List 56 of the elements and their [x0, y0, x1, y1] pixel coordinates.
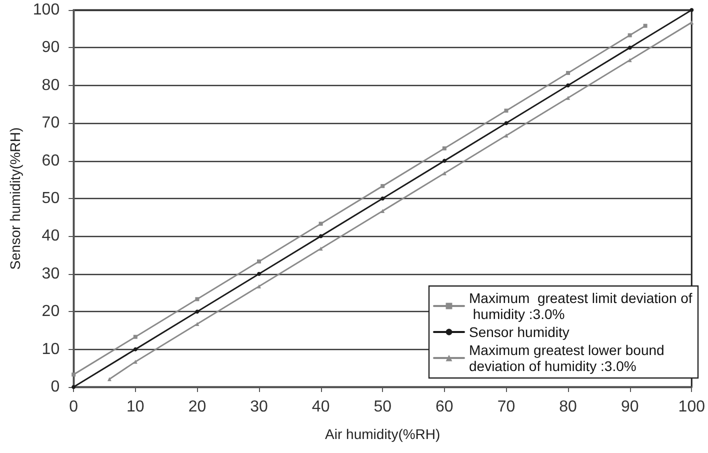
- point: [380, 208, 385, 213]
- point: [107, 377, 112, 382]
- y-tick-label: 90: [42, 39, 60, 56]
- x-tick-label: 20: [188, 398, 206, 416]
- point: [643, 24, 648, 28]
- point: [566, 70, 570, 75]
- point: [257, 259, 262, 264]
- point: [566, 83, 570, 88]
- y-tick-label: 20: [42, 303, 60, 320]
- legend-label: Maximum greatest lower bound deviation of humidity :3.0%: [469, 342, 668, 374]
- point: [318, 234, 323, 238]
- y-tick-label: 80: [42, 76, 60, 94]
- point: [195, 310, 200, 314]
- y-tick-label: 30: [42, 265, 60, 282]
- y-axis-title: Sensor humidity(%RH): [7, 127, 23, 270]
- x-tick-label: 30: [250, 398, 268, 416]
- point: [628, 33, 632, 38]
- point: [133, 347, 138, 352]
- point: [442, 146, 446, 150]
- x-tick-label: 80: [559, 398, 578, 416]
- x-axis-title: Air humidity(%RH): [325, 426, 440, 442]
- x-tick-label: 0: [69, 398, 78, 416]
- point: [690, 8, 694, 12]
- point: [380, 184, 385, 188]
- x-tick-label: 40: [312, 398, 330, 416]
- point: [504, 134, 508, 138]
- x-tick-label: 50: [374, 398, 392, 416]
- point: [628, 46, 632, 50]
- point: [504, 121, 508, 126]
- x-tick-label: 90: [620, 398, 639, 416]
- point: [72, 372, 76, 377]
- y-tick-label: 50: [42, 190, 60, 207]
- x-tick-label: 60: [436, 398, 454, 416]
- point: [318, 222, 323, 226]
- point: [195, 322, 200, 326]
- point: [442, 158, 446, 163]
- y-tick-label: 0: [50, 378, 60, 396]
- x-tick-label: 100: [678, 398, 706, 416]
- y-tick-label: 60: [42, 152, 60, 170]
- point: [133, 334, 138, 339]
- point: [257, 272, 262, 276]
- point: [380, 196, 385, 200]
- x-tick-label: 10: [126, 398, 144, 416]
- y-tick-label: 70: [42, 114, 60, 132]
- point: [195, 297, 200, 302]
- point: [504, 108, 508, 113]
- point: [690, 20, 694, 24]
- legend-label: Sensor humidity: [469, 324, 570, 340]
- y-tick-label: 10: [42, 340, 60, 358]
- point: [566, 96, 570, 100]
- point: [72, 385, 76, 389]
- y-tick-label: 100: [32, 2, 60, 18]
- point: [257, 284, 262, 288]
- y-tick-label: 40: [42, 228, 60, 245]
- legend-label: Maximum greatest limit deviation of humidity :3.0%: [469, 290, 692, 322]
- x-tick-label: 70: [497, 398, 516, 416]
